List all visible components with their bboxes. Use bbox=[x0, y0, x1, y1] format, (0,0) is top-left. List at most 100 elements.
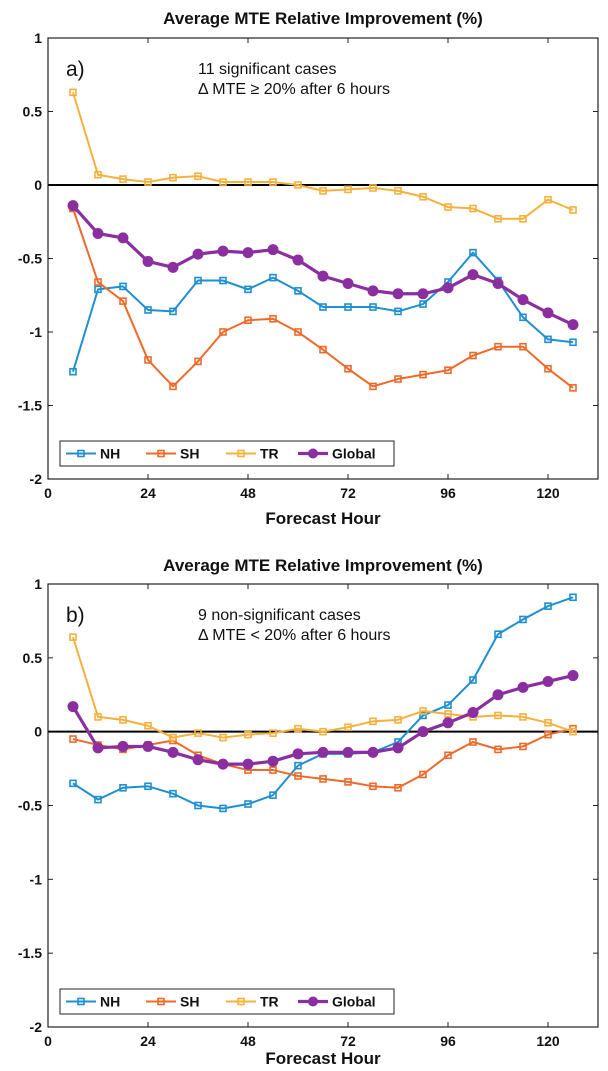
x-tick-label: 0 bbox=[44, 485, 52, 501]
y-tick-label: 0.5 bbox=[23, 650, 43, 666]
data-point-nh bbox=[169, 789, 177, 798]
legend-label-tr: TR bbox=[260, 446, 279, 462]
data-point-tr bbox=[419, 707, 427, 715]
data-point-tr bbox=[69, 88, 77, 97]
data-point-tr bbox=[419, 192, 427, 201]
data-point-nh bbox=[169, 307, 177, 316]
data-point-global bbox=[367, 746, 379, 758]
data-point-global bbox=[192, 248, 204, 260]
data-point-tr bbox=[519, 713, 527, 721]
x-tick-label: 96 bbox=[440, 1033, 456, 1049]
data-point-global bbox=[467, 269, 479, 281]
data-point-tr bbox=[119, 716, 127, 724]
data-point-tr bbox=[394, 716, 402, 724]
data-point-nh bbox=[544, 335, 552, 344]
data-point-sh bbox=[319, 345, 327, 354]
data-point-global bbox=[67, 200, 79, 212]
x-tick-label: 120 bbox=[536, 1033, 560, 1049]
y-tick-label: -2 bbox=[30, 1019, 43, 1035]
x-axis-label: Forecast Hour bbox=[265, 1049, 381, 1068]
legend-label-sh: SH bbox=[180, 994, 199, 1010]
data-point-global bbox=[117, 740, 129, 752]
y-tick-label: 0 bbox=[34, 177, 42, 193]
x-tick-label: 96 bbox=[440, 485, 456, 501]
data-point-sh bbox=[494, 745, 502, 754]
data-point-tr bbox=[194, 172, 202, 180]
data-point-global bbox=[342, 277, 354, 289]
x-tick-label: 120 bbox=[536, 485, 560, 501]
legend-swatch-marker bbox=[237, 997, 245, 1006]
data-point-global bbox=[317, 746, 329, 758]
data-point-global bbox=[142, 255, 154, 267]
data-point-sh bbox=[519, 742, 527, 751]
panel-label: a) bbox=[66, 58, 85, 81]
legend-swatch-marker bbox=[308, 996, 318, 1007]
data-point-tr bbox=[319, 187, 327, 195]
data-point-tr bbox=[544, 195, 552, 204]
data-point-nh bbox=[494, 630, 502, 639]
data-point-tr bbox=[169, 733, 177, 742]
series-line-nh bbox=[72, 251, 574, 372]
data-point-sh bbox=[269, 766, 277, 774]
data-point-global bbox=[542, 307, 554, 319]
y-tick-label: 1 bbox=[34, 576, 42, 592]
series-line-tr bbox=[72, 92, 574, 220]
data-point-tr bbox=[219, 733, 227, 742]
data-point-nh bbox=[94, 795, 102, 804]
y-tick-label: -2 bbox=[30, 471, 43, 487]
data-point-sh bbox=[94, 278, 102, 286]
y-tick-label: -1.5 bbox=[18, 398, 42, 414]
data-point-global bbox=[467, 706, 479, 718]
x-tick-label: 72 bbox=[340, 485, 356, 501]
data-point-global bbox=[392, 288, 404, 300]
data-point-nh bbox=[144, 782, 152, 791]
data-point-tr bbox=[69, 633, 77, 641]
legend-swatch-marker bbox=[237, 449, 245, 458]
data-point-sh bbox=[219, 328, 227, 336]
y-tick-label: -0.5 bbox=[18, 798, 42, 814]
data-point-nh bbox=[244, 800, 252, 808]
legend-label-global: Global bbox=[332, 994, 376, 1010]
annotation-line: 9 non-significant cases bbox=[198, 607, 361, 624]
panel-label: b) bbox=[66, 604, 85, 627]
data-point-nh bbox=[69, 779, 77, 788]
data-point-sh bbox=[119, 297, 127, 305]
data-point-tr bbox=[319, 727, 327, 736]
data-point-nh bbox=[269, 791, 277, 799]
data-point-global bbox=[417, 726, 429, 738]
data-point-nh bbox=[544, 602, 552, 610]
data-point-tr bbox=[269, 729, 277, 737]
annotation-line: 11 significant cases bbox=[198, 61, 336, 78]
data-point-sh bbox=[169, 382, 177, 391]
data-point-sh bbox=[419, 770, 427, 779]
legend-label-tr: TR bbox=[260, 994, 279, 1010]
x-tick-label: 24 bbox=[140, 1033, 156, 1049]
data-point-nh bbox=[194, 276, 202, 285]
data-point-nh bbox=[519, 313, 527, 322]
data-point-tr bbox=[494, 215, 502, 223]
data-point-tr bbox=[194, 729, 202, 737]
data-point-nh bbox=[269, 273, 277, 282]
data-point-nh bbox=[419, 300, 427, 308]
legend-label-nh: NH bbox=[100, 446, 120, 462]
legend-swatch-marker bbox=[77, 449, 85, 458]
data-point-tr bbox=[294, 724, 302, 733]
data-point-global bbox=[417, 288, 429, 300]
data-point-nh bbox=[519, 615, 527, 624]
data-point-tr bbox=[169, 173, 177, 182]
data-point-sh bbox=[144, 356, 152, 364]
data-point-tr bbox=[144, 178, 152, 186]
data-point-global bbox=[67, 701, 79, 713]
y-tick-label: -1.5 bbox=[18, 945, 42, 961]
data-point-nh bbox=[319, 303, 327, 311]
data-point-sh bbox=[369, 782, 377, 791]
data-point-sh bbox=[544, 730, 552, 739]
data-point-sh bbox=[194, 357, 202, 366]
x-tick-label: 72 bbox=[340, 1033, 356, 1049]
data-point-sh bbox=[344, 364, 352, 373]
data-point-tr bbox=[269, 178, 277, 186]
legend-swatch-marker bbox=[77, 997, 85, 1006]
data-point-tr bbox=[219, 178, 227, 186]
legend-label-global: Global bbox=[332, 446, 376, 462]
